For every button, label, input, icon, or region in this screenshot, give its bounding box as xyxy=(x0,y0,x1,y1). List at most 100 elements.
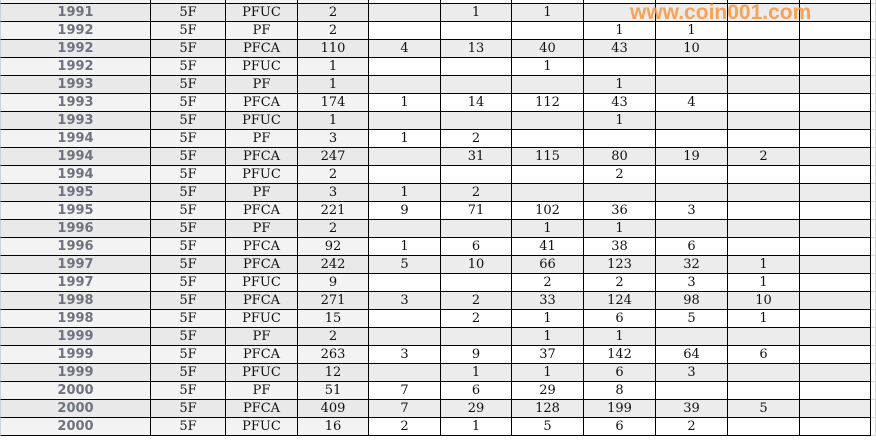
cell-count[interactable]: 51 xyxy=(298,382,369,400)
cell-value[interactable] xyxy=(369,274,441,292)
cell-empty[interactable] xyxy=(871,112,876,130)
cell-value[interactable]: 142 xyxy=(584,346,656,364)
cell-value[interactable]: 2 xyxy=(441,310,512,328)
cell-value[interactable]: 1 xyxy=(369,184,441,202)
cell-value[interactable]: 66 xyxy=(512,256,584,274)
cell-type[interactable]: PF xyxy=(226,76,298,94)
cell-value[interactable]: 112 xyxy=(512,94,584,112)
cell-value[interactable] xyxy=(800,0,871,4)
cell-empty[interactable] xyxy=(871,148,876,166)
cell-count[interactable]: 2 xyxy=(298,220,369,238)
cell-value[interactable]: 3 xyxy=(369,346,441,364)
cell-count[interactable]: 16 xyxy=(298,418,369,436)
cell-value[interactable]: 13 xyxy=(441,40,512,58)
cell-empty[interactable] xyxy=(871,382,876,400)
cell-type[interactable]: PFCA xyxy=(226,40,298,58)
cell-value[interactable] xyxy=(800,166,871,184)
cell-count[interactable] xyxy=(298,0,369,4)
cell-sub[interactable]: 5F xyxy=(151,148,226,166)
cell-empty[interactable] xyxy=(871,130,876,148)
cell-value[interactable]: 1 xyxy=(441,4,512,22)
cell-value[interactable]: 123 xyxy=(584,256,656,274)
cell-value[interactable] xyxy=(800,202,871,220)
cell-year[interactable] xyxy=(0,0,151,4)
cell-type[interactable]: PFCA xyxy=(226,238,298,256)
cell-value[interactable] xyxy=(512,0,584,4)
cell-value[interactable] xyxy=(656,328,728,346)
cell-value[interactable] xyxy=(656,220,728,238)
cell-empty[interactable] xyxy=(871,94,876,112)
cell-value[interactable] xyxy=(800,364,871,382)
cell-value[interactable]: 7 xyxy=(369,400,441,418)
cell-sub[interactable]: 5F xyxy=(151,112,226,130)
cell-value[interactable]: 80 xyxy=(584,148,656,166)
cell-type[interactable]: PFCA xyxy=(226,256,298,274)
cell-value[interactable]: 37 xyxy=(512,346,584,364)
cell-value[interactable] xyxy=(656,4,728,22)
cell-empty[interactable] xyxy=(871,310,876,328)
cell-value[interactable]: 10 xyxy=(728,292,800,310)
cell-value[interactable]: 6 xyxy=(584,310,656,328)
cell-sub[interactable]: 5F xyxy=(151,238,226,256)
cell-value[interactable] xyxy=(512,112,584,130)
cell-type[interactable]: PF xyxy=(226,184,298,202)
cell-value[interactable]: 6 xyxy=(441,238,512,256)
cell-value[interactable]: 1 xyxy=(369,130,441,148)
cell-value[interactable] xyxy=(728,220,800,238)
cell-empty[interactable] xyxy=(871,238,876,256)
cell-year[interactable]: 1993 xyxy=(0,112,151,130)
cell-value[interactable]: 71 xyxy=(441,202,512,220)
cell-value[interactable]: 124 xyxy=(584,292,656,310)
cell-value[interactable]: 3 xyxy=(656,202,728,220)
cell-value[interactable] xyxy=(728,184,800,202)
cell-value[interactable] xyxy=(800,418,871,436)
cell-type[interactable]: PFUC xyxy=(226,364,298,382)
cell-year[interactable]: 1994 xyxy=(0,148,151,166)
cell-sub[interactable]: 5F xyxy=(151,418,226,436)
cell-value[interactable] xyxy=(800,94,871,112)
cell-value[interactable] xyxy=(441,112,512,130)
cell-value[interactable] xyxy=(584,4,656,22)
cell-value[interactable] xyxy=(656,0,728,4)
cell-sub[interactable]: 5F xyxy=(151,256,226,274)
cell-value[interactable] xyxy=(800,292,871,310)
cell-value[interactable]: 1 xyxy=(728,274,800,292)
cell-value[interactable]: 1 xyxy=(441,418,512,436)
cell-value[interactable]: 2 xyxy=(728,148,800,166)
cell-sub[interactable]: 5F xyxy=(151,364,226,382)
cell-count[interactable]: 1 xyxy=(298,76,369,94)
cell-value[interactable] xyxy=(656,166,728,184)
cell-value[interactable]: 128 xyxy=(512,400,584,418)
cell-value[interactable] xyxy=(800,148,871,166)
cell-value[interactable]: 6 xyxy=(441,382,512,400)
cell-type[interactable]: PF xyxy=(226,328,298,346)
cell-year[interactable]: 1998 xyxy=(0,292,151,310)
cell-value[interactable]: 5 xyxy=(728,400,800,418)
cell-value[interactable]: 1 xyxy=(369,94,441,112)
cell-value[interactable]: 1 xyxy=(728,256,800,274)
cell-type[interactable]: PFCA xyxy=(226,292,298,310)
cell-value[interactable]: 98 xyxy=(656,292,728,310)
cell-empty[interactable] xyxy=(871,22,876,40)
cell-value[interactable] xyxy=(728,364,800,382)
cell-count[interactable]: 3 xyxy=(298,184,369,202)
cell-year[interactable]: 1995 xyxy=(0,202,151,220)
cell-value[interactable] xyxy=(441,166,512,184)
cell-value[interactable] xyxy=(369,0,441,4)
cell-value[interactable]: 1 xyxy=(512,58,584,76)
cell-year[interactable]: 1992 xyxy=(0,40,151,58)
cell-value[interactable] xyxy=(728,4,800,22)
cell-value[interactable] xyxy=(800,184,871,202)
cell-value[interactable] xyxy=(584,184,656,202)
cell-empty[interactable] xyxy=(871,292,876,310)
cell-year[interactable]: 1993 xyxy=(0,76,151,94)
cell-year[interactable]: 1999 xyxy=(0,364,151,382)
cell-count[interactable]: 263 xyxy=(298,346,369,364)
cell-sub[interactable]: 5F xyxy=(151,58,226,76)
cell-value[interactable]: 2 xyxy=(584,166,656,184)
cell-value[interactable] xyxy=(441,328,512,346)
cell-type[interactable]: PFUC xyxy=(226,418,298,436)
cell-year[interactable]: 2000 xyxy=(0,418,151,436)
cell-value[interactable]: 19 xyxy=(656,148,728,166)
cell-sub[interactable]: 5F xyxy=(151,346,226,364)
